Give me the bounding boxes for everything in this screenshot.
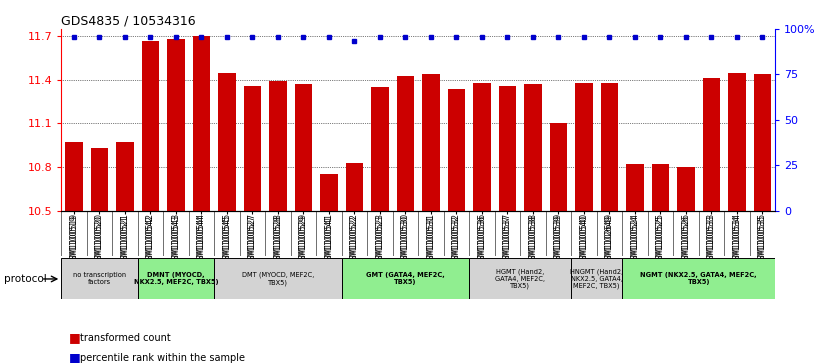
Text: GSM1100545: GSM1100545 xyxy=(223,213,232,264)
Bar xyxy=(320,174,338,211)
Text: ■: ■ xyxy=(69,331,81,344)
Text: GSM1100537: GSM1100537 xyxy=(503,213,512,264)
Bar xyxy=(141,41,159,211)
Text: no transcription
factors: no transcription factors xyxy=(73,272,126,285)
Bar xyxy=(138,258,214,299)
Text: protocol: protocol xyxy=(4,274,47,284)
Bar xyxy=(469,258,571,299)
Text: GSM1100519: GSM1100519 xyxy=(69,213,78,264)
Bar xyxy=(91,148,109,211)
Bar xyxy=(447,89,465,211)
Bar xyxy=(193,36,211,211)
Bar xyxy=(371,87,389,211)
Bar xyxy=(269,81,287,211)
Text: GSM1100541: GSM1100541 xyxy=(325,213,334,264)
Bar xyxy=(677,167,695,211)
Bar xyxy=(473,83,491,211)
Bar xyxy=(243,86,261,211)
Text: GSM1100522: GSM1100522 xyxy=(350,213,359,264)
Bar xyxy=(549,123,567,211)
Text: GDS4835 / 10534316: GDS4835 / 10534316 xyxy=(61,15,196,28)
Text: GSM1100532: GSM1100532 xyxy=(452,213,461,264)
Bar xyxy=(116,142,134,211)
Bar xyxy=(65,142,83,211)
Text: GSM1100533: GSM1100533 xyxy=(707,213,716,264)
Text: GSM1100525: GSM1100525 xyxy=(656,213,665,264)
Text: ■: ■ xyxy=(69,351,81,363)
Bar xyxy=(651,164,669,211)
Text: GSM1100540: GSM1100540 xyxy=(579,213,588,264)
Text: GSM1100538: GSM1100538 xyxy=(529,213,538,264)
Bar xyxy=(601,83,619,211)
Text: GSM1100539: GSM1100539 xyxy=(554,213,563,264)
Bar xyxy=(622,258,775,299)
Bar xyxy=(61,258,138,299)
Text: GSM1100544: GSM1100544 xyxy=(197,213,206,264)
Text: HNGMT (Hand2,
NKX2.5, GATA4,
MEF2C, TBX5): HNGMT (Hand2, NKX2.5, GATA4, MEF2C, TBX5… xyxy=(570,268,623,289)
Bar xyxy=(218,73,236,211)
Text: GSM1100542: GSM1100542 xyxy=(146,213,155,264)
Text: GSM1100535: GSM1100535 xyxy=(758,213,767,264)
Text: GSM1100526: GSM1100526 xyxy=(681,213,690,264)
Text: GSM1100520: GSM1100520 xyxy=(95,213,104,264)
Text: GSM1102649: GSM1102649 xyxy=(605,213,614,264)
Text: NGMT (NKX2.5, GATA4, MEF2C,
TBX5): NGMT (NKX2.5, GATA4, MEF2C, TBX5) xyxy=(641,272,757,285)
Text: GSM1100527: GSM1100527 xyxy=(248,213,257,264)
Text: transformed count: transformed count xyxy=(80,333,171,343)
Bar xyxy=(575,83,593,211)
Text: GSM1100521: GSM1100521 xyxy=(121,213,130,264)
Bar xyxy=(703,78,721,211)
Bar xyxy=(397,76,415,211)
Bar xyxy=(214,258,342,299)
Bar xyxy=(626,164,644,211)
Text: percentile rank within the sample: percentile rank within the sample xyxy=(80,352,245,363)
Text: GMT (GATA4, MEF2C,
TBX5): GMT (GATA4, MEF2C, TBX5) xyxy=(366,272,445,285)
Text: GSM1100530: GSM1100530 xyxy=(401,213,410,264)
Bar xyxy=(753,74,771,211)
Text: HGMT (Hand2,
GATA4, MEF2C,
TBX5): HGMT (Hand2, GATA4, MEF2C, TBX5) xyxy=(495,268,545,289)
Text: GSM1100528: GSM1100528 xyxy=(273,213,282,264)
Text: GSM1100534: GSM1100534 xyxy=(733,213,742,264)
Bar xyxy=(167,39,185,211)
Text: GSM1100529: GSM1100529 xyxy=(299,213,308,264)
Bar xyxy=(524,84,542,211)
Bar xyxy=(342,258,469,299)
Bar xyxy=(422,74,440,211)
Bar xyxy=(499,86,517,211)
Bar xyxy=(728,73,746,211)
Text: DMT (MYOCD, MEF2C,
TBX5): DMT (MYOCD, MEF2C, TBX5) xyxy=(242,272,314,286)
Text: GSM1100543: GSM1100543 xyxy=(171,213,180,264)
Text: GSM1100531: GSM1100531 xyxy=(427,213,436,264)
Bar xyxy=(295,84,313,211)
Text: GSM1100524: GSM1100524 xyxy=(631,213,640,264)
Bar xyxy=(345,163,363,211)
Text: GSM1100523: GSM1100523 xyxy=(375,213,384,264)
Text: GSM1100536: GSM1100536 xyxy=(477,213,486,264)
Text: DMNT (MYOCD,
NKX2.5, MEF2C, TBX5): DMNT (MYOCD, NKX2.5, MEF2C, TBX5) xyxy=(134,272,218,285)
Bar xyxy=(571,258,622,299)
